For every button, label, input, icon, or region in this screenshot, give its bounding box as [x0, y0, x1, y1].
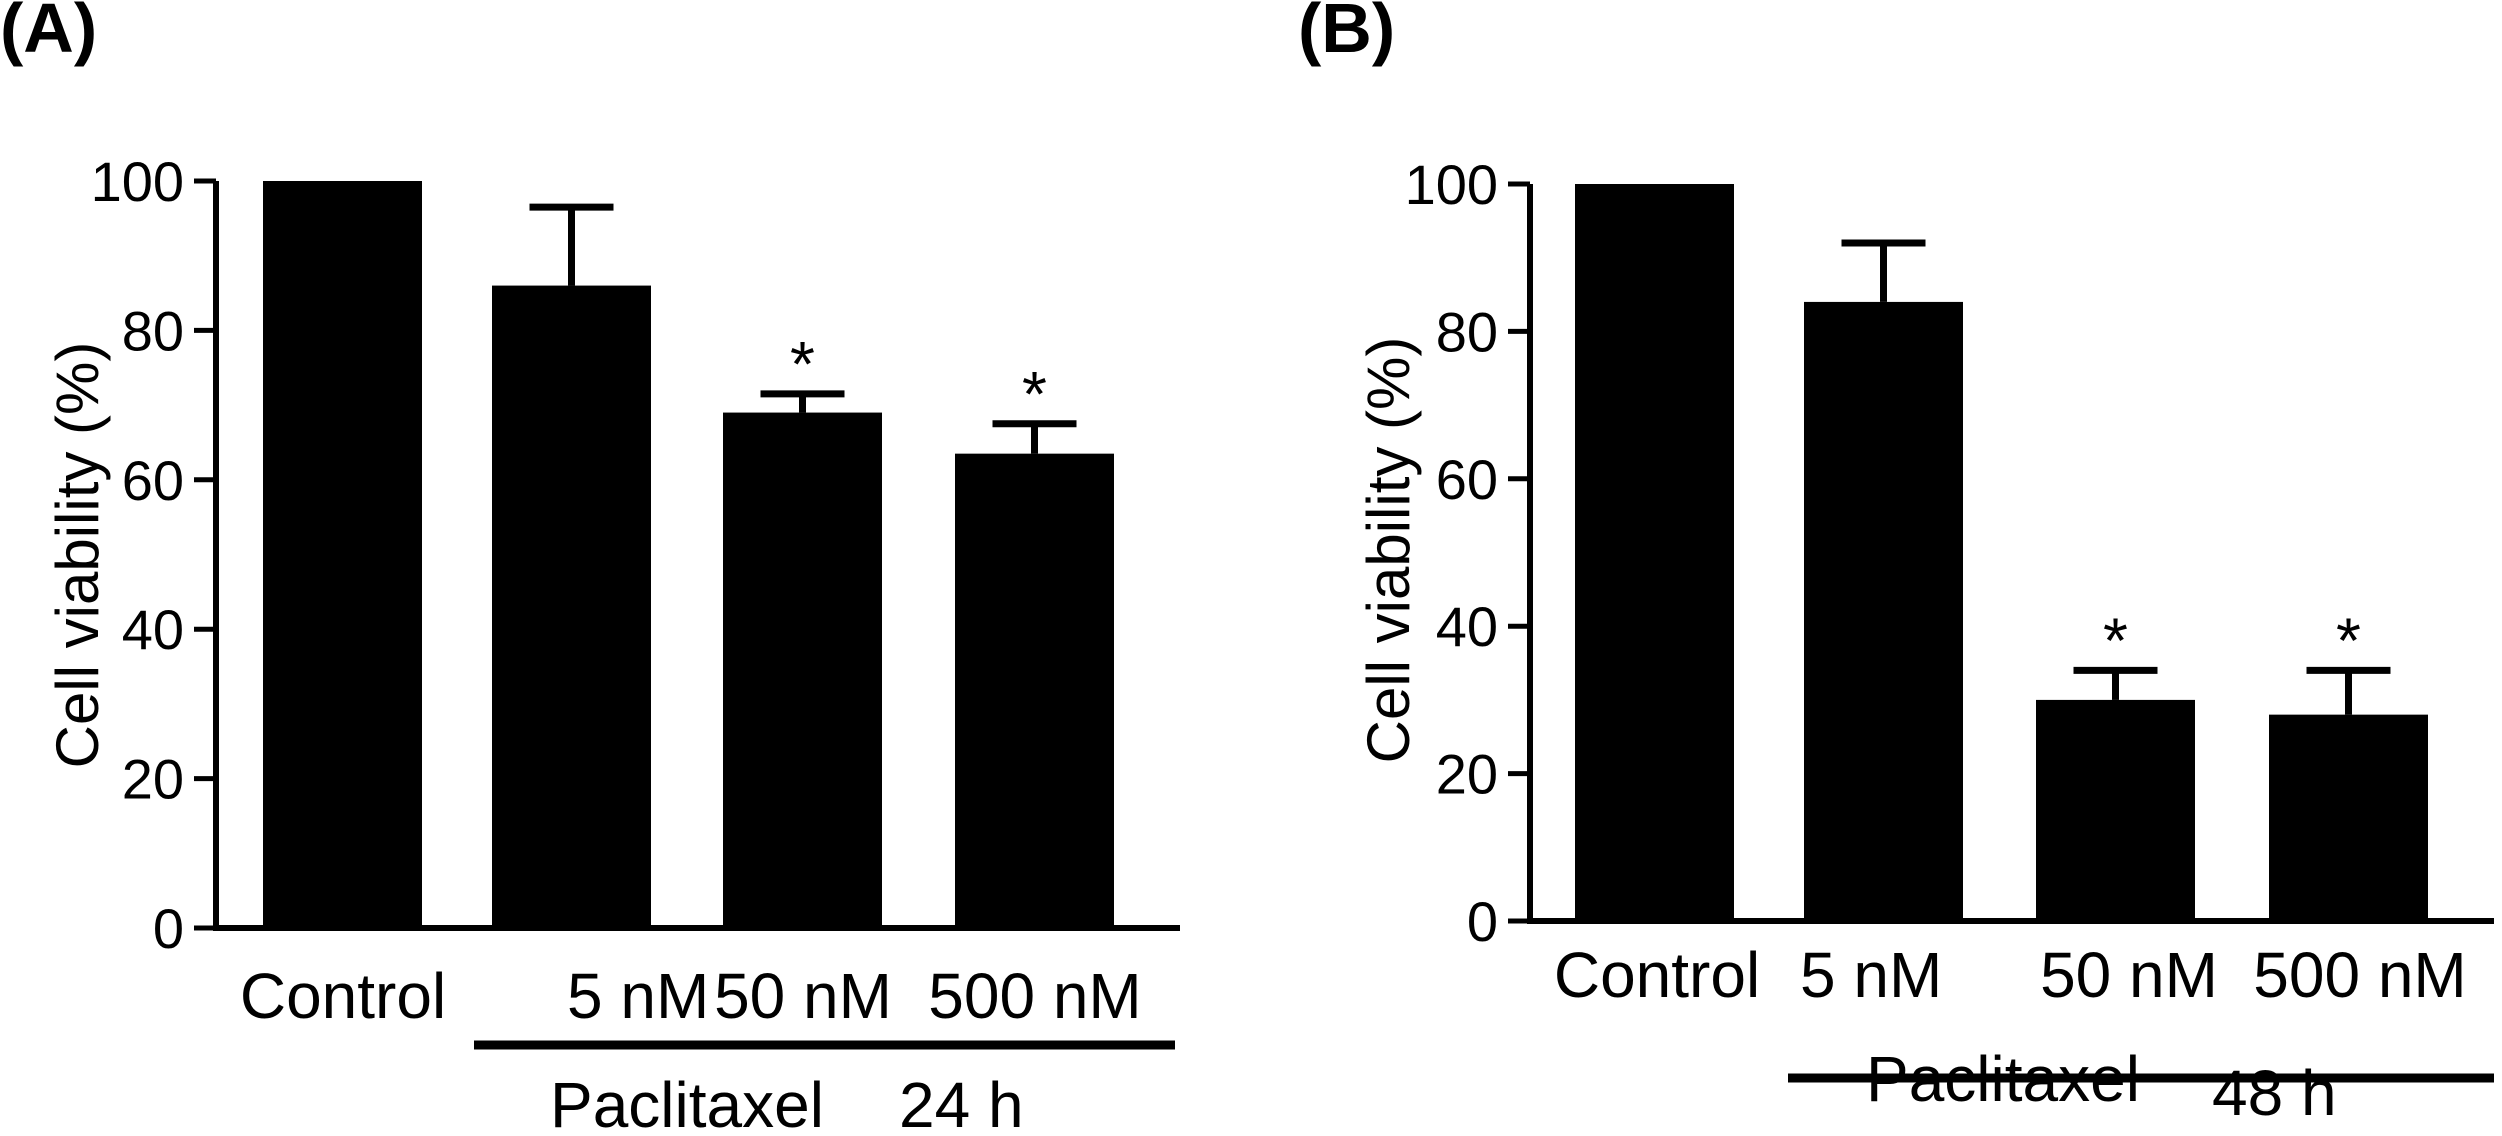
significance-marker: * [790, 328, 815, 400]
significance-marker: * [2103, 604, 2128, 676]
x-tick-label: Control [1554, 939, 1760, 1011]
y-tick-label: 100 [91, 150, 184, 213]
panel-a: (A) 0 20 40 60 80 100 Cell viability (%) Control… [0, 0, 1180, 1136]
y-tick-label: 60 [1436, 448, 1498, 511]
y-tick-label: 80 [122, 299, 184, 362]
bar-5-nm [492, 285, 651, 929]
y-tick-label: 20 [1436, 743, 1498, 806]
bar-control [263, 181, 422, 928]
treatment-label: Paclitaxel [1866, 1043, 2140, 1115]
bar-500-nm [2269, 714, 2428, 921]
significance-marker: * [1022, 358, 1047, 430]
bar-50-nm [723, 412, 882, 928]
x-tick-label: Control [240, 960, 446, 1032]
y-tick-label: 100 [1405, 153, 1498, 216]
panel-label: (B) [1298, 0, 1395, 67]
y-tick-label: 40 [1436, 595, 1498, 658]
time-label: 24 h [899, 1069, 1024, 1136]
y-axis-title: Cell viability (%) [1355, 337, 1422, 764]
time-label: 48 h [2212, 1057, 2337, 1129]
y-tick-label: 40 [122, 598, 184, 661]
y-tick-label: 20 [122, 748, 184, 811]
y-tick-label: 0 [1467, 890, 1498, 953]
x-tick-label: 500 nM [928, 960, 1141, 1032]
x-tick-label: 50 nM [714, 960, 892, 1032]
x-tick-label: 500 nM [2253, 939, 2466, 1011]
y-tick-label: 80 [1436, 300, 1498, 363]
y-axis-title: Cell viability (%) [44, 342, 111, 769]
panel-b: (B) 0 20 40 60 80 100 Cell viability (%) Control… [1298, 0, 2494, 1129]
bar-5-nm [1804, 301, 1963, 921]
bar-500-nm [955, 453, 1114, 928]
x-tick-label: 50 nM [2040, 939, 2218, 1011]
y-tick-label: 60 [122, 449, 184, 512]
x-tick-label: 5 nM [1800, 939, 1942, 1011]
significance-marker: * [2336, 604, 2361, 676]
y-tick-label: 0 [153, 897, 184, 960]
x-tick-label: 5 nM [567, 960, 709, 1032]
treatment-label: Paclitaxel [550, 1069, 824, 1136]
bar-control [1575, 184, 1734, 921]
bar-50-nm [2036, 699, 2195, 921]
panel-label: (A) [0, 0, 97, 67]
